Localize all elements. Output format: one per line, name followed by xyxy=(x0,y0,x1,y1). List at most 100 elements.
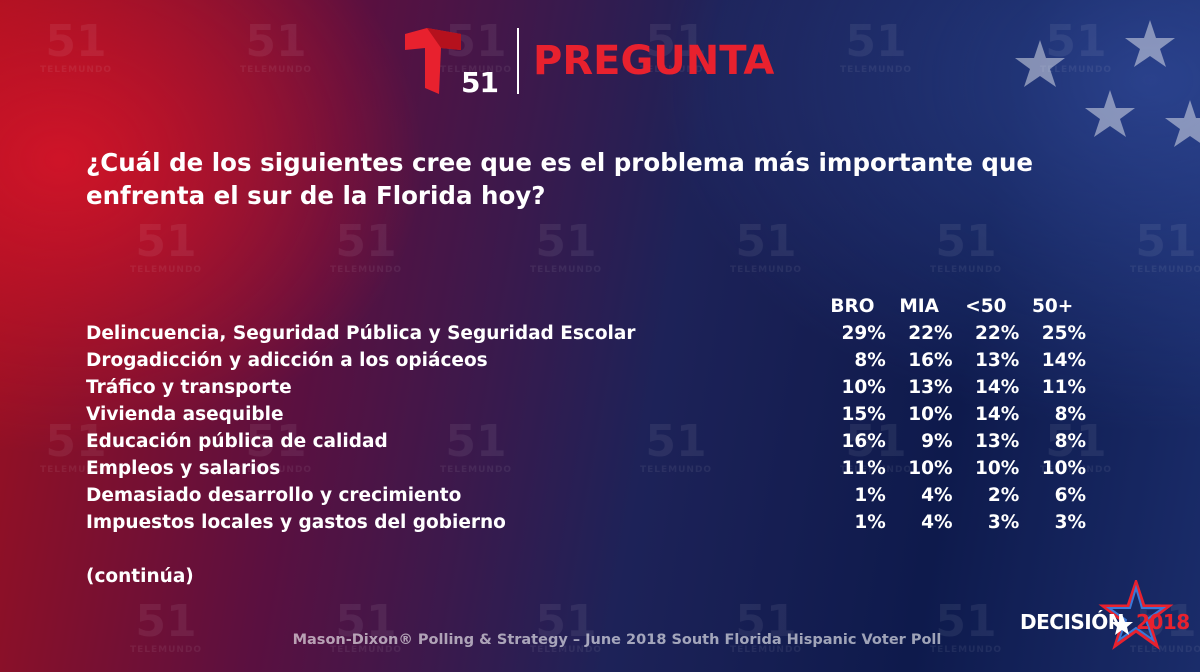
watermark-number: 51 xyxy=(535,596,597,647)
row-value: 14% xyxy=(974,404,1020,425)
watermark-number: 51 xyxy=(335,216,397,267)
telemundo-watermark: 51 TELEMUNDO xyxy=(240,420,312,475)
row-label: Drogadicción y adicción a los opiáceos xyxy=(86,350,488,371)
telemundo-watermark: 51 TELEMUNDO xyxy=(330,220,402,275)
source-footer: Mason-Dixon® Polling & Strategy – June 2… xyxy=(292,632,942,648)
telemundo-t-icon xyxy=(405,28,461,94)
telemundo-watermark: 51 TELEMUNDO xyxy=(930,220,1002,275)
row-label: Impuestos locales y gastos del gobierno xyxy=(86,512,506,533)
telemundo-watermark: 51 TELEMUNDO xyxy=(330,600,402,655)
row-value: 10% xyxy=(908,404,953,425)
watermark-number: 51 xyxy=(445,416,507,467)
row-value: 13% xyxy=(908,377,953,398)
watermark-text: TELEMUNDO xyxy=(130,265,203,275)
telemundo-watermark: 51 TELEMUNDO xyxy=(640,420,712,475)
watermark-number: 51 xyxy=(245,416,307,467)
watermark-text: TELEMUNDO xyxy=(840,65,913,75)
telemundo-watermark: 51 TELEMUNDO xyxy=(730,600,802,655)
continued-note: (continúa) xyxy=(86,566,194,587)
row-value: 8% xyxy=(854,350,886,371)
row-label: Educación pública de calidad xyxy=(86,431,388,452)
watermark-text: TELEMUNDO xyxy=(730,645,803,655)
row-value: 14% xyxy=(974,377,1020,398)
row-label: Vivienda asequible xyxy=(86,404,284,425)
row-value: 10% xyxy=(908,458,953,479)
watermark-number: 51 xyxy=(845,416,907,467)
telemundo-watermark: 51 TELEMUNDO xyxy=(1130,220,1200,275)
watermark-text: TELEMUNDO xyxy=(1040,465,1113,475)
telemundo-watermark: 51 TELEMUNDO xyxy=(130,220,202,275)
row-value: 16% xyxy=(908,350,953,371)
column-header: <50 xyxy=(965,296,1007,317)
row-value: 14% xyxy=(1041,350,1086,371)
telemundo-watermark: 51 TELEMUNDO xyxy=(530,220,602,275)
header-divider xyxy=(517,28,519,94)
table-row: Delincuencia, Seguridad Pública y Seguri… xyxy=(86,320,1086,347)
watermark-text: TELEMUNDO xyxy=(1130,265,1200,275)
watermark-text: TELEMUNDO xyxy=(530,265,603,275)
row-value: 3% xyxy=(1054,512,1086,533)
telemundo-watermark: 51 TELEMUNDO xyxy=(840,420,912,475)
question-text: ¿Cuál de los siguientes cree que es el p… xyxy=(86,148,1034,210)
row-value: 1% xyxy=(854,485,886,506)
decision-2018-badge: DECISIÓN 2018 xyxy=(1018,580,1190,652)
table-row: Educación pública de calidad 16% 9% 13% 8% xyxy=(86,428,1086,455)
row-value: 8% xyxy=(1054,404,1086,425)
watermark-text: TELEMUNDO xyxy=(930,265,1003,275)
header: 51 PREGUNTA xyxy=(405,26,775,99)
table-row: Tráfico y transporte 10% 13% 14% 11% xyxy=(86,374,1086,401)
watermark-number: 51 xyxy=(1045,416,1107,467)
row-value: 10% xyxy=(1041,458,1086,479)
row-value: 9% xyxy=(921,431,953,452)
watermark-number: 51 xyxy=(535,216,597,267)
telemundo-watermark: 51 TELEMUNDO xyxy=(1040,20,1112,75)
table-row: Demasiado desarrollo y crecimiento 1% 4% 2%… xyxy=(86,482,1086,509)
watermark-number: 51 xyxy=(645,416,707,467)
telemundo-51-logo: 51 xyxy=(405,26,505,99)
watermark-number: 51 xyxy=(1045,16,1107,67)
telemundo-watermark: 51 TELEMUNDO xyxy=(1040,420,1112,475)
watermark-text: TELEMUNDO xyxy=(840,465,913,475)
telemundo-watermark: 51 TELEMUNDO xyxy=(530,600,602,655)
badge-year: 2018 xyxy=(1136,610,1190,634)
row-value: 10% xyxy=(974,458,1020,479)
row-value: 15% xyxy=(841,404,886,425)
watermark-number: 51 xyxy=(735,596,797,647)
watermark-number: 51 xyxy=(45,16,107,67)
row-value: 13% xyxy=(974,431,1020,452)
header-title: PREGUNTA xyxy=(533,38,775,84)
telemundo-watermark: 51 TELEMUNDO xyxy=(440,420,512,475)
row-value: 11% xyxy=(841,458,886,479)
row-value: 10% xyxy=(841,377,886,398)
table-row: Vivienda asequible 15% 10% 14% 8% xyxy=(86,401,1086,428)
table-header-row: BRO MIA <50 50+ xyxy=(86,293,1086,320)
watermark-text: TELEMUNDO xyxy=(330,645,403,655)
watermark-text: TELEMUNDO xyxy=(240,465,313,475)
watermark-number: 51 xyxy=(735,216,797,267)
row-label: Tráfico y transporte xyxy=(86,377,292,398)
logo-number: 51 xyxy=(461,66,499,99)
watermark-text: TELEMUNDO xyxy=(40,65,113,75)
telemundo-watermark: 51 TELEMUNDO xyxy=(130,600,202,655)
table-row: Drogadicción y adicción a los opiáceos 8%… xyxy=(86,347,1086,374)
watermark-text: TELEMUNDO xyxy=(640,65,713,75)
row-value: 22% xyxy=(974,323,1020,344)
watermark-number: 51 xyxy=(935,216,997,267)
row-value: 4% xyxy=(921,512,953,533)
watermark-number: 51 xyxy=(245,16,307,67)
row-label: Empleos y salarios xyxy=(86,458,281,479)
column-header: MIA xyxy=(899,296,939,317)
column-header: BRO xyxy=(830,296,875,317)
row-value: 11% xyxy=(1041,377,1086,398)
telemundo-watermark: 51 TELEMUNDO xyxy=(40,20,112,75)
badge-star-icon xyxy=(1098,580,1174,650)
row-value: 4% xyxy=(921,485,953,506)
flag-stars-decoration xyxy=(1015,20,1200,147)
table-row: Impuestos locales y gastos del gobierno 1… xyxy=(86,509,1086,536)
watermark-text: TELEMUNDO xyxy=(330,265,403,275)
watermark-text: TELEMUNDO xyxy=(240,65,313,75)
row-value: 6% xyxy=(1054,485,1086,506)
watermark-text: TELEMUNDO xyxy=(1130,645,1200,655)
row-value: 22% xyxy=(908,323,953,344)
row-value: 25% xyxy=(1041,323,1086,344)
